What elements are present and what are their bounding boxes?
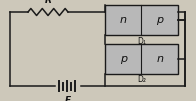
Bar <box>105 5 178 35</box>
Text: E: E <box>65 96 71 101</box>
Text: p: p <box>156 15 163 25</box>
Text: D₁: D₁ <box>137 36 146 45</box>
Text: n: n <box>120 15 127 25</box>
Bar <box>105 44 178 74</box>
Text: p: p <box>120 54 127 64</box>
Text: R: R <box>44 0 51 5</box>
Text: D₂: D₂ <box>137 76 146 85</box>
Text: n: n <box>156 54 163 64</box>
